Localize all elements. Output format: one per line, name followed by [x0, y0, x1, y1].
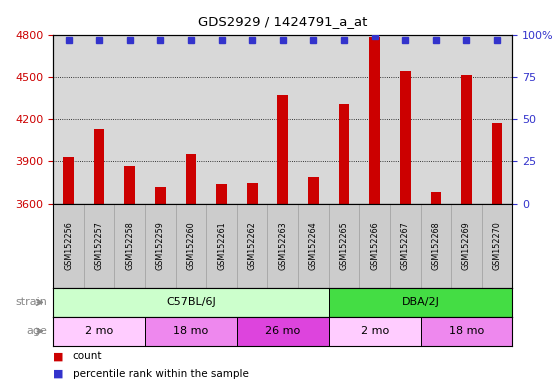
Text: GSM152256: GSM152256: [64, 222, 73, 270]
Text: 18 mo: 18 mo: [174, 326, 208, 336]
Bar: [145, 317, 237, 346]
Text: age: age: [27, 326, 48, 336]
Text: 2 mo: 2 mo: [361, 326, 389, 336]
Bar: [84, 204, 114, 288]
Text: GSM152263: GSM152263: [278, 222, 287, 270]
Bar: [329, 204, 360, 288]
Bar: [308, 177, 319, 204]
Bar: [277, 95, 288, 204]
Bar: [431, 192, 441, 204]
Text: strain: strain: [16, 297, 48, 308]
Bar: [339, 104, 349, 204]
Text: C57BL/6J: C57BL/6J: [166, 297, 216, 308]
Text: GSM152261: GSM152261: [217, 222, 226, 270]
Text: GSM152264: GSM152264: [309, 222, 318, 270]
Bar: [114, 204, 145, 288]
Text: 18 mo: 18 mo: [449, 326, 484, 336]
Bar: [492, 123, 502, 204]
Bar: [247, 183, 258, 204]
Text: GSM152259: GSM152259: [156, 221, 165, 270]
Bar: [155, 187, 166, 204]
Text: count: count: [73, 351, 102, 361]
Bar: [237, 204, 268, 288]
Bar: [145, 204, 176, 288]
Bar: [53, 317, 145, 346]
Bar: [53, 204, 84, 288]
Text: 2 mo: 2 mo: [85, 326, 113, 336]
Text: GSM152262: GSM152262: [248, 222, 256, 270]
Bar: [53, 288, 329, 317]
Bar: [176, 204, 206, 288]
Text: DBA/2J: DBA/2J: [402, 297, 440, 308]
Text: GSM152265: GSM152265: [339, 222, 348, 270]
Bar: [124, 166, 135, 204]
Bar: [482, 204, 512, 288]
Bar: [206, 204, 237, 288]
Text: GSM152268: GSM152268: [431, 222, 440, 270]
Bar: [390, 204, 421, 288]
Text: ■: ■: [53, 369, 64, 379]
Text: 26 mo: 26 mo: [265, 326, 300, 336]
Bar: [360, 204, 390, 288]
Bar: [237, 317, 329, 346]
Text: ■: ■: [53, 351, 64, 361]
Bar: [421, 317, 512, 346]
Text: GSM152258: GSM152258: [125, 222, 134, 270]
Bar: [185, 154, 197, 204]
Bar: [369, 37, 380, 204]
Bar: [400, 71, 410, 204]
Bar: [421, 204, 451, 288]
Bar: [329, 288, 512, 317]
Text: GSM152267: GSM152267: [401, 222, 410, 270]
Bar: [216, 184, 227, 204]
Text: GDS2929 / 1424791_a_at: GDS2929 / 1424791_a_at: [198, 15, 367, 28]
Text: GSM152260: GSM152260: [186, 222, 195, 270]
Text: GSM152257: GSM152257: [95, 221, 104, 270]
Text: percentile rank within the sample: percentile rank within the sample: [73, 369, 249, 379]
Text: GSM152269: GSM152269: [462, 222, 471, 270]
Bar: [329, 317, 421, 346]
Bar: [451, 204, 482, 288]
Bar: [268, 204, 298, 288]
Bar: [63, 157, 74, 204]
Bar: [94, 129, 105, 204]
Text: GSM152266: GSM152266: [370, 222, 379, 270]
Text: GSM152270: GSM152270: [493, 222, 502, 270]
Bar: [298, 204, 329, 288]
Bar: [461, 75, 472, 204]
